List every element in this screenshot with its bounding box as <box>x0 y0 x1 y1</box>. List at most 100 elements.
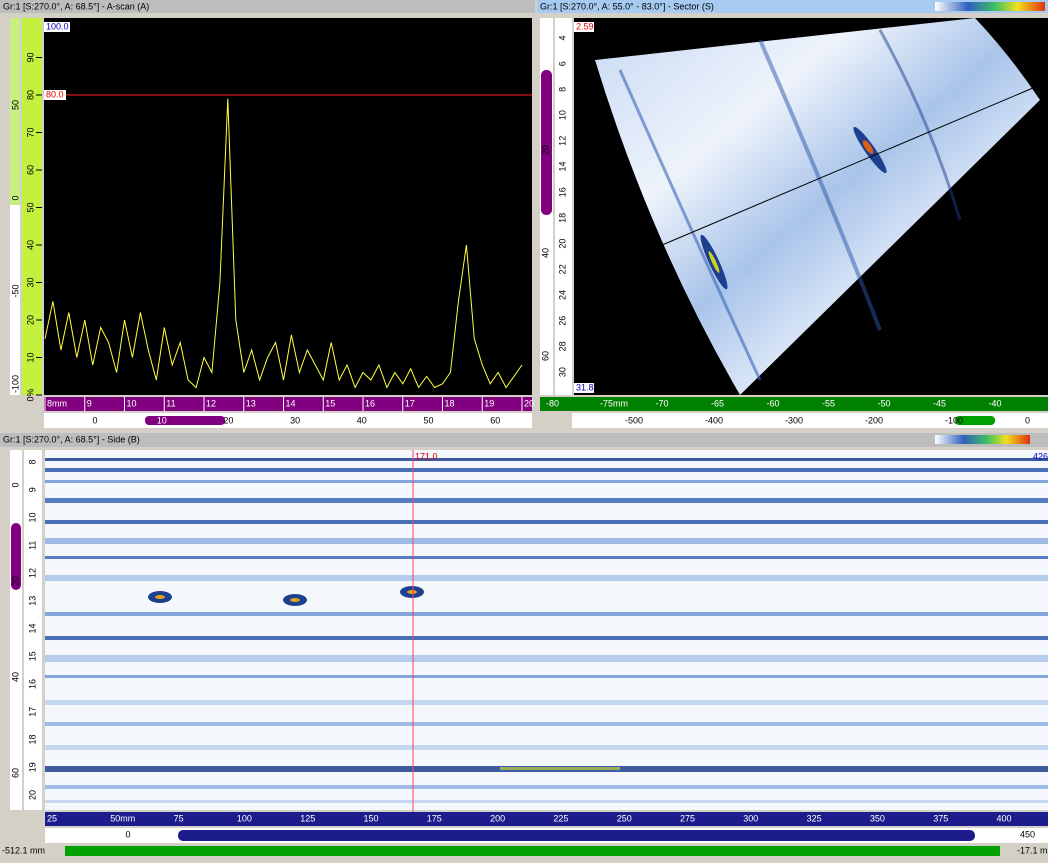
index-ruler-label: -40 <box>989 398 1002 408</box>
right-label: 426 <box>1033 451 1048 461</box>
lower-ruler-label: 30 <box>290 415 300 425</box>
y-tick-label: 90 <box>25 52 35 62</box>
ut-screen: Gr:1 [S:270.0°, A: 68.5°] - A-scan (A) G… <box>0 0 1048 858</box>
outer-ruler-label: -100 <box>10 375 20 393</box>
side-image-band <box>45 458 1048 461</box>
index-ruler-label: -75mm <box>600 398 628 408</box>
side-image-band <box>45 498 1048 503</box>
y-tick-label: 10 <box>25 352 35 362</box>
y-tick-label: 70 <box>25 127 35 137</box>
side-indication-core <box>407 590 417 594</box>
y-tick-label: 60 <box>25 165 35 175</box>
x-tick-label: 11 <box>166 398 175 408</box>
lower-ruler-label: 50 <box>423 415 433 425</box>
side-image-band <box>45 655 1048 662</box>
side-indication-core <box>290 598 300 602</box>
side-image-band <box>45 556 1048 559</box>
side-scan-ruler <box>45 812 1048 826</box>
status-bar-range[interactable] <box>65 846 1000 856</box>
lower-ruler-label: 10 <box>157 415 167 425</box>
lower-ruler-label: -400 <box>705 415 723 425</box>
side-image <box>45 450 1048 810</box>
index-ruler-label: -60 <box>767 398 780 408</box>
side-image-band <box>45 800 1048 803</box>
lower-ruler-label: 0 <box>92 415 97 425</box>
scan-ruler-label: 350 <box>870 813 885 823</box>
x-tick-label: 19 <box>484 398 494 408</box>
scan-ruler-label: 300 <box>743 813 758 823</box>
top-label: 2.59 <box>576 21 594 31</box>
scan-ruler-label: 275 <box>680 813 695 823</box>
scan-ruler-label: 150 <box>364 813 379 823</box>
sector-slider[interactable] <box>541 70 552 215</box>
depth-ruler-label: 18 <box>27 734 37 744</box>
x-tick-label: 10 <box>127 398 137 408</box>
status-left: -512.1 mm <box>2 845 45 855</box>
x-tick-label: 16 <box>365 398 375 408</box>
depth-ruler-label: 11 <box>27 541 37 550</box>
page: Gr:1 [S:270.0°, A: 68.5°] - A-scan (A) G… <box>0 0 1048 858</box>
depth-ruler-label: 16 <box>557 187 567 197</box>
index-ruler-label: -65 <box>711 398 724 408</box>
scan-ruler-label: 50mm <box>110 813 135 823</box>
y-tick-label: 80 <box>25 90 35 100</box>
depth-ruler-label: 19 <box>27 762 37 772</box>
outer-ruler-label: 60 <box>10 768 20 778</box>
depth-ruler-label: 18 <box>557 213 567 223</box>
side-scan-slider[interactable] <box>178 830 975 841</box>
depth-ruler-label: 16 <box>27 679 37 689</box>
index-ruler-label: -45 <box>933 398 946 408</box>
side-image-band <box>45 520 1048 524</box>
lower-ruler-label: -200 <box>865 415 883 425</box>
cursor-label: 171.0 <box>415 451 438 461</box>
sector-depth-ruler <box>555 18 572 395</box>
side-image-band <box>45 480 1048 483</box>
y-tick-label: 30 <box>25 277 35 287</box>
depth-ruler-label: 15 <box>27 651 37 661</box>
top-label: 100.0 <box>46 21 69 31</box>
depth-ruler-label: 8 <box>557 87 567 92</box>
lower-ruler-label: -500 <box>625 415 643 425</box>
side-image-band <box>45 700 1048 705</box>
side-title: Gr:1 [S:270.0°, A: 68.5°] - Side (B) <box>3 434 140 444</box>
x-tick-label: 15 <box>325 398 335 408</box>
depth-ruler-label: 13 <box>27 596 37 606</box>
lower-ruler-label: 40 <box>357 415 367 425</box>
side-outer-ruler <box>10 450 22 810</box>
x-tick-label: 13 <box>246 398 256 408</box>
side-image-band <box>45 575 1048 581</box>
side-image-background <box>45 450 1048 810</box>
gain-strip <box>10 18 20 205</box>
scan-ruler-label: 225 <box>553 813 568 823</box>
side-indication-core <box>155 595 165 599</box>
x-tick-label: 17 <box>405 398 415 408</box>
depth-ruler-label: 26 <box>557 316 567 326</box>
index-ruler-label: -55 <box>822 398 835 408</box>
x-tick-label: 12 <box>206 398 216 408</box>
lower-ruler-label: 60 <box>490 415 500 425</box>
side-image-band <box>45 636 1048 640</box>
index-ruler-label: -50 <box>878 398 891 408</box>
gain-strip-lower <box>10 205 20 395</box>
depth-ruler-label: 12 <box>27 568 37 578</box>
side-image-band <box>45 675 1048 678</box>
depth-ruler-label: 14 <box>27 623 37 633</box>
x-tick-label: 14 <box>286 398 296 408</box>
scan-ruler-label: 375 <box>933 813 948 823</box>
y-tick-label: 20 <box>25 315 35 325</box>
lower-ruler-label: 20 <box>223 415 233 425</box>
depth-ruler-label: 4 <box>557 35 567 40</box>
sector-title: Gr:1 [S:270.0°, A: 55.0° - 83.0°] - Sect… <box>540 1 714 11</box>
lower-ruler-label: 450 <box>1020 829 1035 839</box>
depth-ruler-label: 20 <box>27 790 37 800</box>
side-image-band <box>45 745 1048 750</box>
outer-ruler-label: 40 <box>540 248 550 258</box>
outer-ruler-label: 0 <box>10 195 20 200</box>
x-tick-label: 9 <box>87 398 92 408</box>
depth-ruler-label: 24 <box>557 290 567 300</box>
lower-ruler-label: -100 <box>945 415 963 425</box>
lower-ruler-label: 0 <box>1025 415 1030 425</box>
depth-ruler-label: 12 <box>557 136 567 146</box>
a-scan-title: Gr:1 [S:270.0°, A: 68.5°] - A-scan (A) <box>3 1 149 11</box>
depth-ruler-label: 8 <box>27 459 37 464</box>
